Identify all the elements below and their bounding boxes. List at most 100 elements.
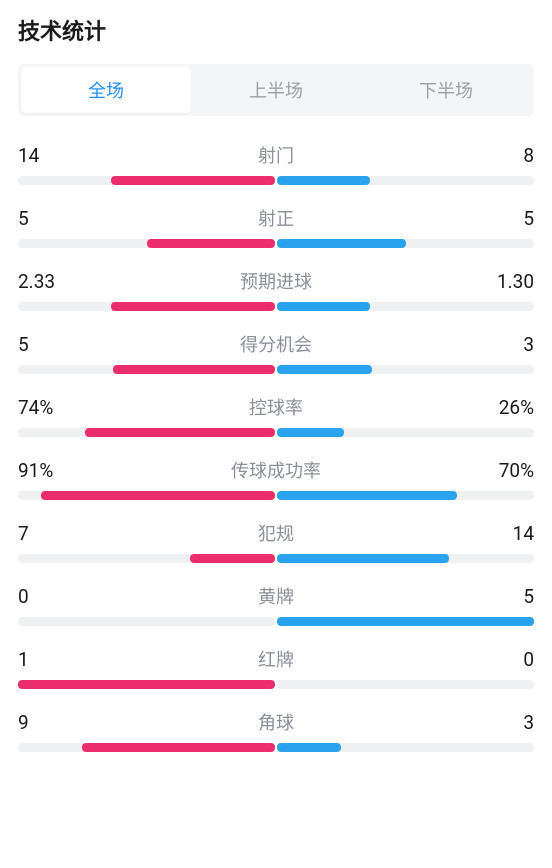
- stat-bar-home-track: [18, 554, 275, 563]
- stat-bar-away-track: [277, 554, 534, 563]
- stat-bar-away-fill: [277, 365, 372, 374]
- stat-row: 9角球3: [18, 709, 534, 752]
- stat-bar: [18, 680, 534, 689]
- stat-label: 角球: [68, 709, 484, 735]
- stat-row: 74%控球率26%: [18, 394, 534, 437]
- stat-away-value: 8: [484, 144, 534, 167]
- stat-bar-home-fill: [111, 302, 275, 311]
- stat-label: 黄牌: [68, 583, 484, 609]
- stat-away-value: 26%: [484, 396, 534, 419]
- stat-bar-home-track: [18, 239, 275, 248]
- stat-away-value: 70%: [484, 459, 534, 482]
- stat-bar: [18, 176, 534, 185]
- stat-bar-home-fill: [41, 491, 275, 500]
- stat-bar-away-fill: [277, 239, 406, 248]
- stat-label: 射正: [68, 205, 484, 231]
- tab-first-half[interactable]: 上半场: [191, 67, 361, 113]
- stat-bar-home-track: [18, 428, 275, 437]
- stat-header: 1红牌0: [18, 646, 534, 672]
- tab-label: 上半场: [249, 81, 303, 102]
- stat-home-value: 0: [18, 585, 68, 608]
- stat-bar-home-fill: [190, 554, 275, 563]
- page-title: 技术统计: [18, 14, 534, 46]
- stat-home-value: 1: [18, 648, 68, 671]
- stat-away-value: 5: [484, 207, 534, 230]
- stat-row: 5得分机会3: [18, 331, 534, 374]
- stat-away-value: 5: [484, 585, 534, 608]
- stat-bar-home-track: [18, 365, 275, 374]
- stat-bar: [18, 428, 534, 437]
- stat-home-value: 9: [18, 711, 68, 734]
- stat-away-value: 3: [484, 711, 534, 734]
- tab-label: 全场: [88, 81, 124, 102]
- stat-bar-away-track: [277, 617, 534, 626]
- stats-panel: 技术统计 全场 上半场 下半场 14射门85射正52.33预期进球1.305得分…: [0, 0, 552, 752]
- stat-header: 74%控球率26%: [18, 394, 534, 420]
- stat-header: 0黄牌5: [18, 583, 534, 609]
- stat-bar-home-fill: [113, 365, 275, 374]
- stat-bar-away-track: [277, 239, 534, 248]
- stat-row: 14射门8: [18, 142, 534, 185]
- stat-label: 控球率: [68, 394, 484, 420]
- tab-full-match[interactable]: 全场: [21, 67, 191, 113]
- stat-home-value: 5: [18, 333, 68, 356]
- stat-row: 91%传球成功率70%: [18, 457, 534, 500]
- stat-header: 14射门8: [18, 142, 534, 168]
- stat-home-value: 14: [18, 144, 68, 167]
- stat-away-value: 14: [484, 522, 534, 545]
- stat-bar-home-fill: [82, 743, 275, 752]
- stat-row: 2.33预期进球1.30: [18, 268, 534, 311]
- stat-header: 9角球3: [18, 709, 534, 735]
- stat-bar-home-fill: [85, 428, 275, 437]
- stat-label: 射门: [68, 142, 484, 168]
- tab-label: 下半场: [419, 81, 473, 102]
- stat-bar-away-fill: [277, 617, 534, 626]
- stat-bar-home-fill: [18, 680, 275, 689]
- stat-home-value: 5: [18, 207, 68, 230]
- stat-home-value: 2.33: [18, 270, 68, 293]
- stat-bar-away-fill: [277, 743, 341, 752]
- stat-bar-away-track: [277, 428, 534, 437]
- stat-home-value: 91%: [18, 459, 68, 482]
- stat-label: 红牌: [68, 646, 484, 672]
- stat-row: 1红牌0: [18, 646, 534, 689]
- stat-row: 7犯规14: [18, 520, 534, 563]
- stat-bar-home-track: [18, 302, 275, 311]
- stat-label: 犯规: [68, 520, 484, 546]
- stat-bar-home-track: [18, 743, 275, 752]
- stat-bar-away-track: [277, 365, 534, 374]
- stat-bar: [18, 365, 534, 374]
- stat-bar: [18, 617, 534, 626]
- stat-row: 0黄牌5: [18, 583, 534, 626]
- stat-bar: [18, 554, 534, 563]
- stat-away-value: 3: [484, 333, 534, 356]
- stat-bar: [18, 491, 534, 500]
- stat-away-value: 1.30: [484, 270, 534, 293]
- stat-bar: [18, 239, 534, 248]
- stat-home-value: 74%: [18, 396, 68, 419]
- stat-bar-away-fill: [277, 428, 344, 437]
- stat-bar-home-fill: [111, 176, 275, 185]
- stat-bar: [18, 743, 534, 752]
- stat-away-value: 0: [484, 648, 534, 671]
- stat-bar-away-track: [277, 302, 534, 311]
- tab-second-half[interactable]: 下半场: [361, 67, 531, 113]
- stat-bar-home-track: [18, 680, 275, 689]
- stat-label: 传球成功率: [68, 457, 484, 483]
- stat-header: 5得分机会3: [18, 331, 534, 357]
- stat-bar-home-track: [18, 176, 275, 185]
- stat-bar-away-track: [277, 743, 534, 752]
- stats-list: 14射门85射正52.33预期进球1.305得分机会374%控球率26%91%传…: [18, 142, 534, 752]
- stat-header: 5射正5: [18, 205, 534, 231]
- stat-header: 2.33预期进球1.30: [18, 268, 534, 294]
- stat-bar-home-track: [18, 617, 275, 626]
- stat-bar-away-fill: [277, 491, 457, 500]
- period-tabs: 全场 上半场 下半场: [18, 64, 534, 116]
- stat-label: 得分机会: [68, 331, 484, 357]
- stat-row: 5射正5: [18, 205, 534, 248]
- stat-header: 91%传球成功率70%: [18, 457, 534, 483]
- stat-bar-away-fill: [277, 554, 449, 563]
- stat-bar-away-track: [277, 680, 534, 689]
- stat-bar-home-track: [18, 491, 275, 500]
- stat-label: 预期进球: [68, 268, 484, 294]
